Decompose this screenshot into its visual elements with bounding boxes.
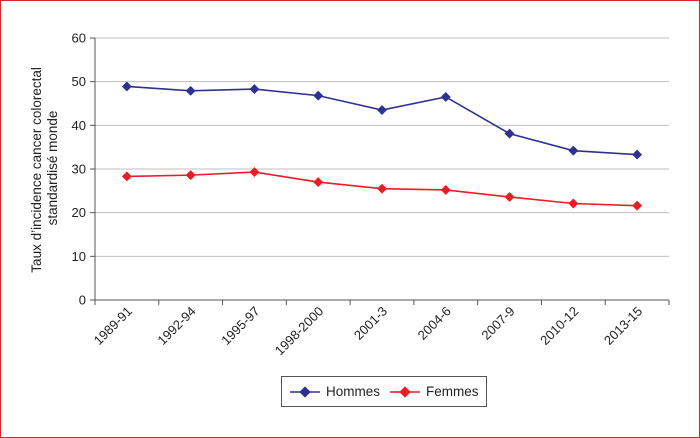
y-tick-label: 60 [72, 31, 86, 46]
data-point-femmes [121, 171, 132, 182]
data-point-hommes [440, 92, 451, 102]
axes [90, 37, 670, 305]
legend-item-hommes: Hommes [290, 384, 380, 399]
data-point-hommes [568, 145, 579, 156]
data-point-hommes [377, 105, 387, 115]
legend-swatch-femmes [390, 385, 421, 398]
data-point-hommes [504, 128, 515, 139]
y-tick-label: 20 [72, 205, 86, 220]
x-tick-label: 2013-15 [601, 304, 645, 348]
data-point-hommes [121, 81, 132, 92]
x-tick-label: 2007-9 [478, 304, 517, 343]
data-point-femmes [632, 200, 643, 211]
x-tick-label: 1992-94 [154, 304, 198, 348]
y-axis-label-line-2: standardisé monde [45, 111, 60, 226]
data-point-femmes [440, 185, 451, 195]
data-point-hommes [249, 84, 260, 95]
data-point-femmes [377, 183, 387, 194]
y-tick-labels: 0 10 20 30 40 50 60 [72, 31, 86, 308]
series-group [121, 81, 643, 211]
data-point-femmes [568, 198, 579, 209]
data-point-femmes [504, 191, 515, 202]
y-tick-label: 50 [72, 74, 86, 89]
x-tick-label: 2010-12 [537, 304, 581, 348]
series-line-hommes [126, 85, 638, 156]
x-tick-label: 1995-97 [218, 304, 262, 348]
data-point-femmes [185, 170, 196, 181]
y-axis-label: Taux d’incidence cancer colorectal stand… [29, 63, 60, 272]
x-tick-label: 2001-3 [351, 304, 390, 343]
legend: Hommes Femmes [281, 376, 487, 407]
y-tick-label: 10 [72, 249, 86, 264]
data-point-hommes [632, 149, 643, 160]
data-point-hommes [313, 90, 324, 101]
y-tick-label: 40 [72, 118, 86, 133]
x-tick-labels: 1989-91 1992-94 1995-97 1998-2000 2001-3 2004… [91, 304, 646, 359]
data-point-femmes [313, 177, 324, 188]
gridlines [95, 37, 669, 257]
legend-item-femmes: Femmes [390, 384, 479, 399]
y-axis-label-line-1: Taux d’incidence cancer colorectal [29, 67, 44, 273]
x-tick-label: 1998-2000 [272, 304, 327, 359]
x-tick-label: 1989-91 [91, 304, 135, 348]
data-point-femmes [249, 167, 260, 178]
data-point-hommes [185, 85, 196, 96]
y-tick-label: 0 [79, 293, 86, 308]
legend-label-hommes: Hommes [326, 384, 381, 399]
legend-label-femmes: Femmes [426, 384, 479, 399]
x-tick-label: 2004-6 [415, 304, 454, 343]
y-tick-label: 30 [72, 162, 86, 177]
legend-swatch-hommes [290, 385, 320, 398]
